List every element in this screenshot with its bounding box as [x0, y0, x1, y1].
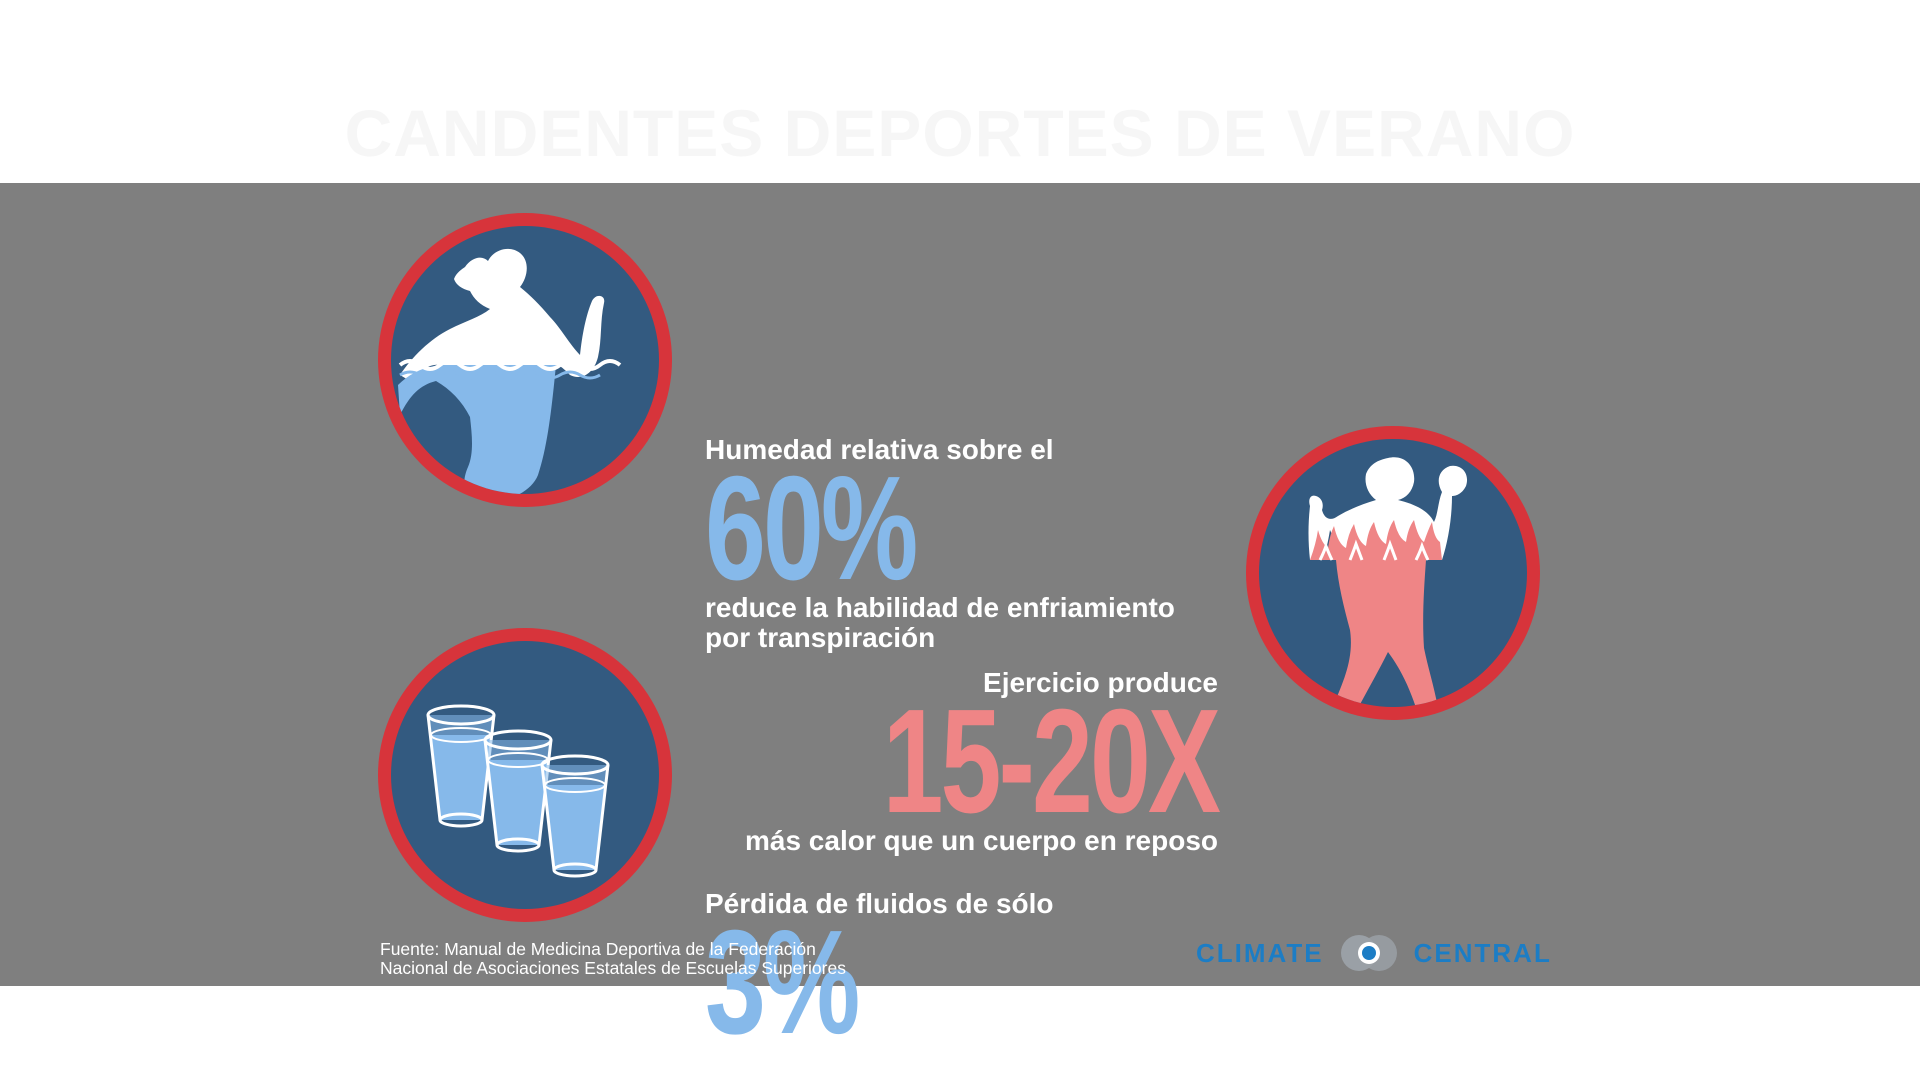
stat-value: 60% — [705, 446, 918, 611]
stat-value: 3% — [705, 900, 860, 1065]
source-line: Fuente: Manual de Medicina Deportiva de … — [380, 939, 816, 959]
page-title: CANDENTES DEPORTES DE VERANO — [344, 96, 1576, 170]
source-note: Fuente: Manual de Medicina Deportiva de … — [380, 940, 846, 978]
climate-central-logo: CLIMATE CENTRAL — [1196, 933, 1552, 973]
stat-tail-line: del peso corporal aumenta el riesgo de a… — [705, 1046, 1505, 1077]
football-player-flames-icon — [1238, 418, 1548, 728]
runner-in-water-icon — [370, 205, 680, 515]
stat-tail-line: reduce la habilidad de enfriamiento — [705, 592, 1175, 623]
stat-tail-line: por transpiración — [705, 622, 936, 653]
stat-humidity: Humedad relativa sobre el 60% reduce la … — [705, 435, 1175, 653]
infographic-panel: Humedad relativa sobre el 60% reduce la … — [0, 183, 1920, 1077]
logo-word: CLIMATE — [1196, 937, 1324, 968]
water-glasses-icon — [370, 620, 680, 930]
stat-tail-line: más calor que un cuerpo en reposo — [744, 825, 1218, 856]
logo-word: CENTRAL — [1413, 937, 1552, 968]
stat-fluid-loss: Pérdida de fluidos de sólo 3% del peso c… — [705, 889, 1505, 1077]
stat-lead: Ejercicio produce — [983, 667, 1218, 698]
stat-exercise-heat: Ejercicio produce 15-20X más calor que u… — [744, 667, 1221, 856]
stat-lead: Pérdida de fluidos de sólo — [705, 888, 1054, 919]
stat-lead: Humedad relativa sobre el — [705, 434, 1054, 465]
source-line: Nacional de Asociaciones Estatales de Es… — [380, 958, 846, 978]
logo-mark-icon — [1340, 935, 1397, 971]
stat-value: 15-20X — [882, 679, 1221, 844]
